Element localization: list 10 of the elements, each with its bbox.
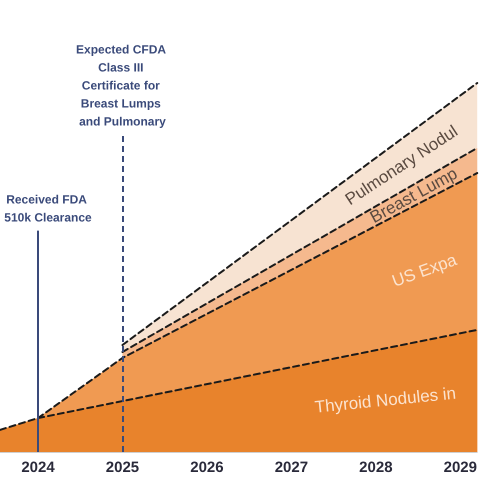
- x-tick-label: 2028: [359, 459, 393, 476]
- x-tick-label: 2027: [274, 459, 308, 476]
- series-label: Thyroid Nodules in: [314, 384, 457, 417]
- x-tick-label: 2026: [190, 459, 224, 476]
- x-tick-label: 2029: [444, 459, 478, 476]
- series-label: US Expa: [390, 250, 460, 291]
- x-tick-label: 2024: [21, 459, 56, 476]
- ref-line-label: Expected CFDA Class III Certificate for Breast Lumps and Pulmonary: [76, 42, 169, 129]
- x-tick-label: 2025: [106, 459, 140, 476]
- ref-line-label: Received FDA 510k Clearance: [4, 192, 92, 225]
